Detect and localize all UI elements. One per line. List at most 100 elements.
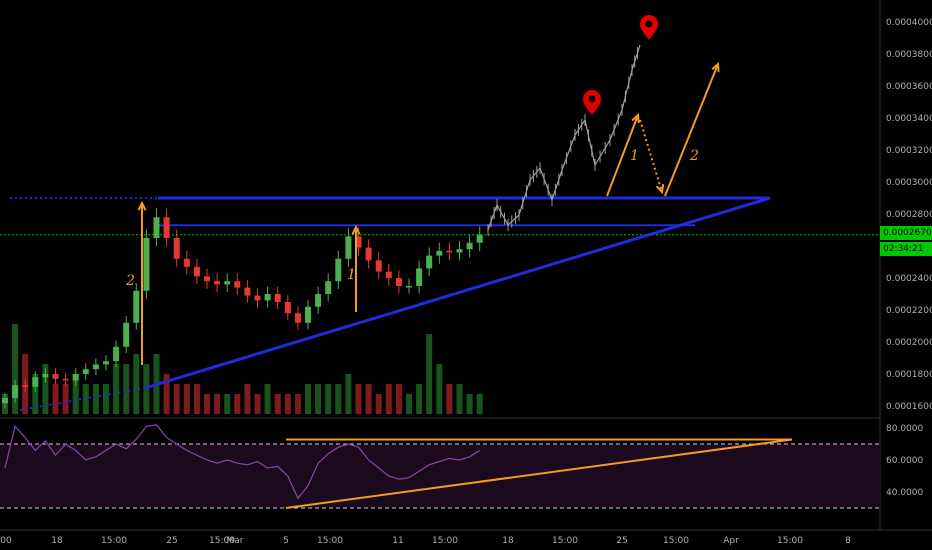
candle-body [264, 294, 271, 301]
price-tick-label: 0.0001600 [886, 402, 932, 412]
candle-body [12, 385, 19, 398]
volume-bar [325, 384, 332, 414]
countdown-label: 02:34:21 [880, 242, 932, 256]
candle-body [204, 276, 210, 282]
volume-bar [234, 394, 241, 414]
rsi-tick-label: 80.0000 [886, 424, 923, 434]
candle-body [375, 260, 382, 272]
candle-body [254, 295, 261, 301]
price-tick-label: 0.0001800 [886, 370, 932, 380]
candle-body [305, 306, 311, 323]
volume-bar [476, 394, 483, 414]
arrow-annotations[interactable]: 2 1 1 2 [125, 61, 720, 365]
volume-bar [335, 384, 342, 414]
time-tick-label: 15:00 [663, 536, 689, 546]
volume-bar [204, 394, 210, 414]
time-tick-label: Apr [723, 536, 739, 546]
grid [0, 0, 881, 530]
rsi-tick-label: 60.0000 [886, 456, 923, 466]
volume-bar [416, 384, 423, 414]
candle-body [52, 374, 59, 379]
candle-body [113, 346, 120, 362]
volume-bar [466, 394, 473, 414]
price-tick-label: 0.0003800 [886, 50, 932, 60]
pin-hole [645, 20, 653, 28]
volume-bar [294, 394, 301, 414]
arrow-up-1-left-head [351, 224, 361, 235]
volume-bar [315, 384, 322, 414]
candle-body [335, 258, 342, 282]
arrow-up-2-left-head [137, 200, 147, 211]
candle-body [385, 271, 392, 278]
map-pin-icon [640, 15, 658, 40]
volume-bar [92, 384, 99, 414]
marker-pins [583, 15, 658, 115]
price-tick-label: 0.0002000 [886, 338, 932, 348]
candle-body [92, 364, 99, 370]
candle-body [32, 377, 39, 387]
volume-bar [274, 394, 281, 414]
candle-body [395, 278, 402, 286]
price-tick-label: 0.0004000 [886, 18, 932, 28]
time-tick-label: 15:00 [101, 536, 127, 546]
volume-bar [173, 384, 180, 414]
trendlines[interactable] [10, 196, 771, 411]
price-tick-label: 0.0002200 [886, 306, 932, 316]
time-tick-label: Mar [227, 536, 244, 546]
candle-body [446, 250, 453, 253]
candle-body [355, 236, 362, 248]
time-tick-label: 15:00 [209, 536, 235, 546]
volume-bar [12, 324, 19, 414]
volume-bar [52, 384, 59, 414]
volume-bar [375, 394, 382, 414]
candle-body [294, 313, 301, 323]
support-line [144, 196, 771, 390]
candle-body [224, 281, 231, 285]
candle-body [82, 369, 89, 374]
candle-body [153, 217, 160, 238]
volume-bar [436, 364, 443, 414]
volume-bar [183, 384, 190, 414]
candle-body [193, 266, 200, 277]
arrow-up-2-right-head [711, 61, 720, 73]
volume-bar [244, 384, 251, 414]
time-tick-label: 18 [502, 536, 514, 546]
candle-body [2, 398, 8, 404]
rsi-rising-trendline [285, 438, 793, 509]
time-tick-label: 15:00 [432, 536, 458, 546]
volume-bar [123, 364, 130, 414]
volume-bar [62, 384, 69, 414]
price-tick-label: 0.0003000 [886, 178, 932, 188]
price-tick-label: 0.0003200 [886, 146, 932, 156]
candle-body [143, 238, 150, 291]
volume-bar [395, 384, 402, 414]
volume-bars [2, 324, 483, 414]
time-tick-label: 5 [283, 536, 289, 546]
map-pin-icon [583, 90, 601, 115]
candle-body [123, 322, 130, 347]
candle-body [42, 374, 49, 378]
time-tick-label: 15:00 [777, 536, 803, 546]
time-tick-label: 8 [845, 536, 851, 546]
price-tick-label: 0.0002400 [886, 274, 932, 284]
candle-body [234, 281, 241, 288]
candle-body [214, 281, 221, 285]
arrow-label: 2 [689, 148, 699, 164]
candle-body [274, 294, 281, 302]
candle-body [22, 385, 29, 387]
price-tick-label: 0.0003400 [886, 114, 932, 124]
time-tick-label: 25 [616, 536, 627, 546]
time-tick-label: 25 [166, 536, 177, 546]
time-tick-label: 18 [51, 536, 63, 546]
candle-body [244, 287, 251, 296]
candle-body [62, 378, 69, 381]
volume-bar [456, 384, 463, 414]
time-tick-label: 00 [0, 536, 12, 546]
arrow-label: 2 [125, 273, 135, 289]
volume-bar [305, 384, 311, 414]
candle-body [103, 361, 109, 365]
volume-bar [193, 384, 200, 414]
candle-body [163, 217, 170, 238]
candle-body [416, 268, 423, 286]
